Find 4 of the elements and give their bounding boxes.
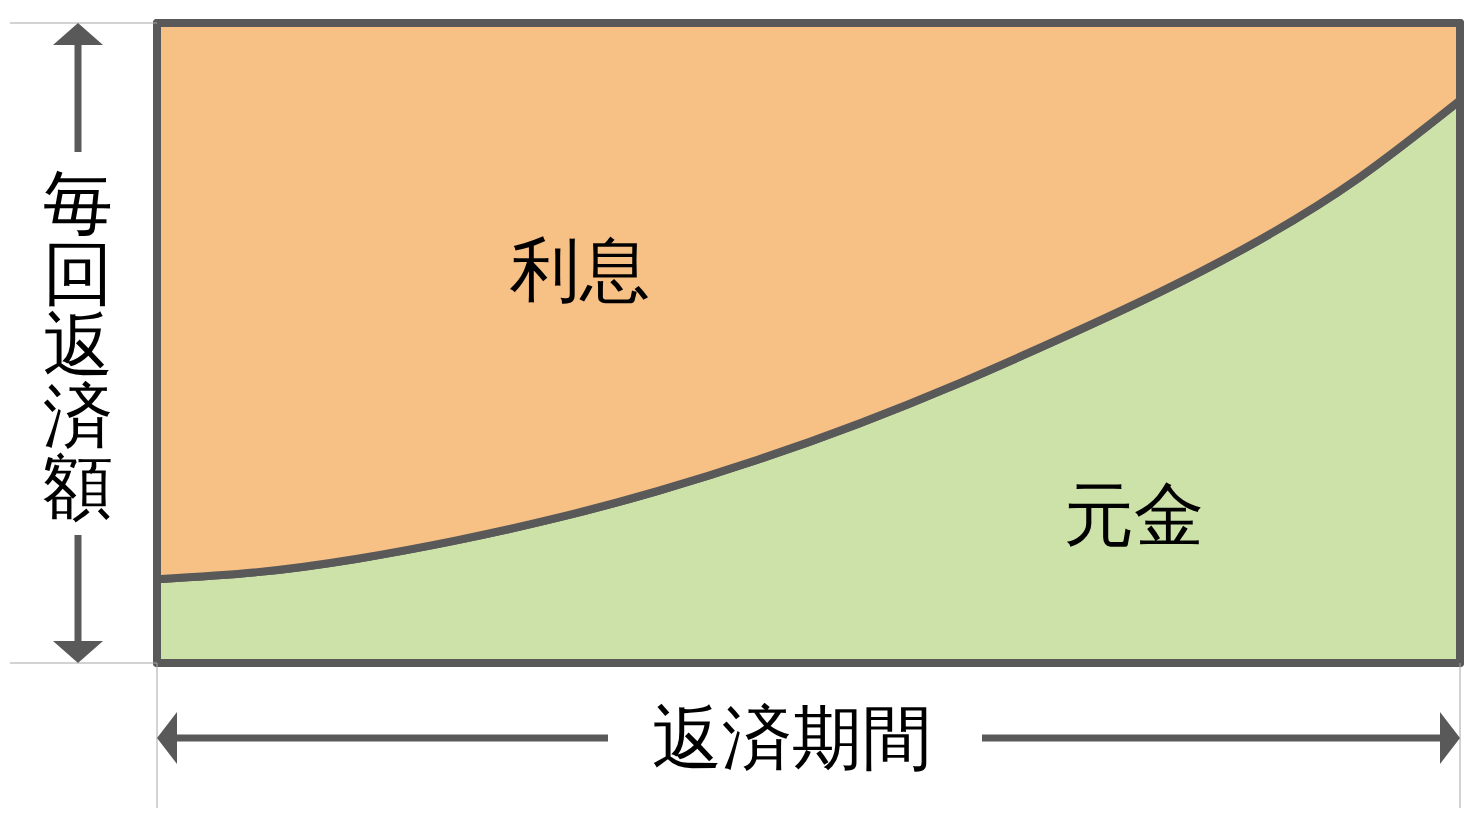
series-label: 利息: [510, 229, 651, 312]
series-label: 元金: [1064, 473, 1205, 556]
y-axis-title: 毎回返済額: [43, 161, 113, 528]
x-axis-title: 返済期間: [652, 697, 932, 779]
